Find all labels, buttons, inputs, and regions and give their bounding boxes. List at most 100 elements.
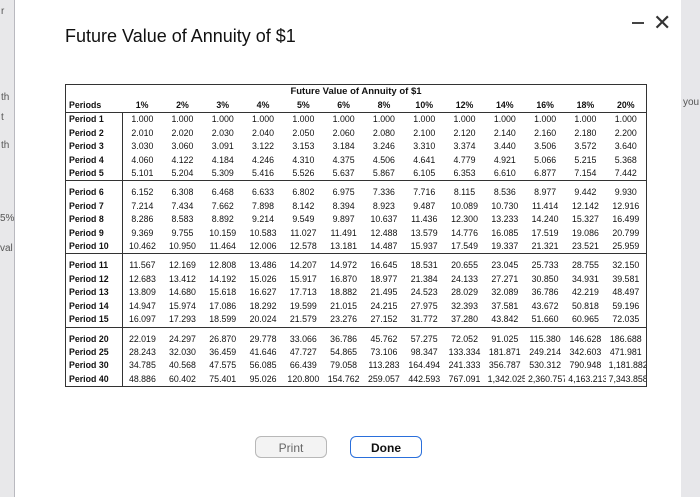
table-cell: 1,181.882 [608, 360, 646, 371]
table-cell: 4,163.213 [568, 373, 606, 384]
period-label: Period 20 [66, 332, 123, 346]
bg-fragment: 5% [0, 213, 15, 224]
table-cell: 60.965 [565, 313, 606, 328]
table-cell: 1.000 [574, 114, 597, 125]
table-cell: 8.923 [372, 200, 395, 211]
table-cell: 12.300 [451, 214, 478, 225]
close-icon[interactable]: ✕ [653, 10, 672, 35]
table-cell: 17.519 [531, 227, 559, 238]
column-header-rate: 4% [242, 99, 284, 114]
table-cell: 5.215 [574, 154, 597, 165]
table-cell: 21.321 [524, 240, 566, 255]
table-cell: 20.655 [451, 260, 478, 271]
table-cell: 37.581 [491, 300, 519, 311]
table-cell: 26.870 [209, 333, 237, 344]
column-header-periods: Periods [66, 99, 122, 114]
table-cell: 98.347 [410, 346, 438, 357]
table-cell: 16.870 [330, 273, 358, 284]
table-cell: 13.181 [323, 240, 364, 255]
table-cell: 1.000 [614, 114, 637, 125]
bg-fragment: th [1, 140, 10, 151]
table-cell: 10.462 [122, 240, 163, 255]
bg-fragment: th [1, 92, 10, 103]
future-value-dialog: Future Value of Annuity of $1 ✕ Future V… [14, 0, 681, 497]
table-cell: 30.850 [531, 273, 559, 284]
table-cell: 16.499 [612, 214, 640, 225]
table-cell: 8.892 [211, 214, 234, 225]
table-cell: 6.802 [292, 187, 315, 198]
table-cell: 12.578 [283, 240, 324, 255]
table-cell: 48.497 [612, 287, 640, 298]
table-cell: 14.947 [128, 300, 156, 311]
table-cell: 15.026 [249, 273, 277, 284]
table-cell: 3.640 [614, 141, 637, 152]
table-cell: 3.440 [493, 141, 516, 152]
table-cell: 15.974 [168, 300, 196, 311]
table-cell: 3.506 [534, 141, 557, 152]
table-cell: 4.246 [252, 154, 275, 165]
print-button[interactable]: Print [255, 436, 327, 458]
table-cell: 43.672 [531, 300, 559, 311]
table-cell: 73.106 [370, 346, 398, 357]
table-cell: 2.100 [413, 127, 436, 138]
table-cell: 12.683 [128, 273, 156, 284]
table-cell: 4.779 [453, 154, 476, 165]
table-cell: 8.286 [131, 214, 154, 225]
table-row: Period 9 9.369 9.755 10.159 10.583 11.027 11.4… [66, 226, 646, 241]
table-cell: 790.948 [569, 360, 602, 371]
table-cell: 23.521 [565, 240, 606, 255]
period-label: Period 25 [66, 345, 123, 360]
table-cell: 342.603 [569, 346, 602, 357]
table-header-row: Periods 1% 2% 3% 4% 5% 6% 8% 10% 12% 14% 16% 18% 20% [66, 99, 646, 114]
table-cell: 17.713 [289, 287, 317, 298]
table-cell: 14.240 [531, 214, 559, 225]
table-cell: 51.660 [524, 313, 566, 328]
table-cell: 23.045 [491, 260, 519, 271]
table-row: Period 7 7.214 7.434 7.662 7.898 8.142 8.394 8.… [66, 199, 646, 214]
column-header-rate: 12% [444, 99, 485, 114]
table-row: Period 5 5.101 5.204 5.309 5.416 5.526 5.637 5.… [66, 167, 646, 182]
table-cell: 32.150 [612, 260, 640, 271]
table-cell: 4.641 [413, 154, 436, 165]
table-cell: 18.977 [370, 273, 398, 284]
table-cell: 40.568 [168, 360, 196, 371]
done-button[interactable]: Done [350, 436, 422, 458]
column-header-rate: 18% [565, 99, 606, 114]
table-row: Period 6 6.152 6.308 6.468 6.633 6.802 6.975 7.… [66, 186, 646, 200]
spacer-cell [66, 180, 123, 187]
table-cell: 48.886 [128, 373, 156, 384]
table-cell: 5.416 [242, 167, 284, 182]
table-cell: 5.066 [534, 154, 557, 165]
table-cell: 6.633 [252, 187, 275, 198]
table-cell: 471.981 [609, 346, 642, 357]
table-cell: 13.412 [168, 273, 196, 284]
table-cell: 2,360.757 [527, 373, 566, 384]
table-cell: 11.414 [531, 200, 559, 211]
table-row: Period 10 10.462 10.950 11.464 12.006 12.578 1… [66, 240, 646, 255]
column-header-rate: 8% [363, 99, 405, 114]
period-label: Period 2 [66, 126, 123, 141]
table-cell: 10.159 [209, 227, 237, 238]
table-cell: 7.214 [131, 200, 154, 211]
spacer-cell [66, 327, 123, 333]
column-header-rate: 3% [202, 99, 243, 114]
table-cell: 41.646 [249, 346, 277, 357]
table-cell: 15.618 [209, 287, 237, 298]
table-cell: 20.799 [612, 227, 640, 238]
table-cell: 1.000 [413, 114, 436, 125]
bg-fragment: t [1, 112, 4, 123]
minimize-icon[interactable] [632, 22, 644, 24]
table-cell: 17.549 [444, 240, 485, 255]
table-cell: 8.115 [453, 187, 476, 198]
table-cell: 442.593 [408, 373, 441, 384]
table-cell: 12.808 [209, 260, 237, 271]
table-cell: 3.572 [574, 141, 597, 152]
table-cell: 18.599 [202, 313, 243, 328]
table-cell: 9.755 [171, 227, 194, 238]
table-cell: 24.215 [370, 300, 398, 311]
table-cell: 13.233 [491, 214, 519, 225]
table-cell: 8.536 [493, 187, 516, 198]
table-cell: 3.030 [131, 141, 154, 152]
table-cell: 5.637 [323, 167, 364, 182]
table-cell: 72.035 [605, 313, 646, 328]
